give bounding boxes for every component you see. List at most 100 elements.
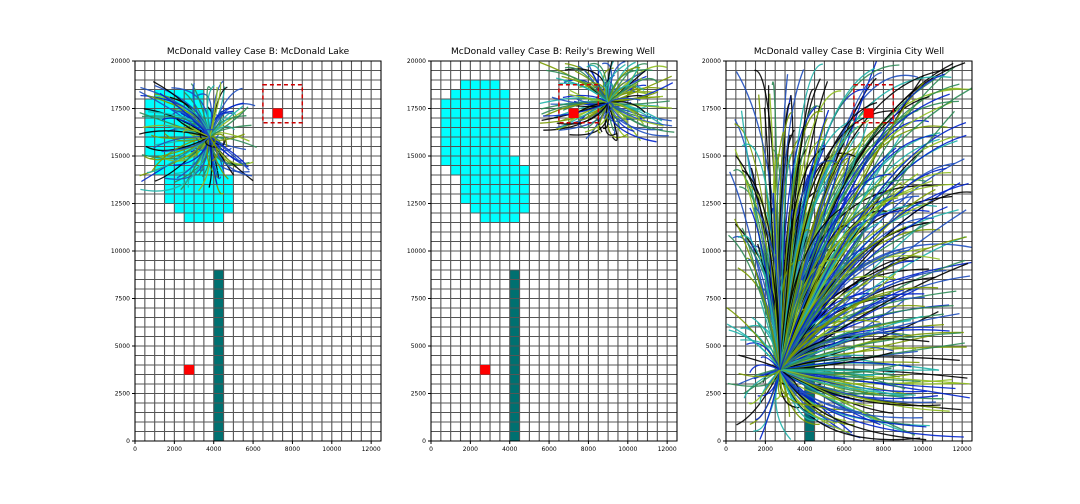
pathline — [209, 124, 252, 138]
x-tick-label: 0 — [429, 446, 433, 453]
pathline — [779, 67, 876, 370]
capture-zone-box — [558, 84, 600, 124]
y-tick-label: 10000 — [702, 248, 721, 255]
lake-block — [154, 89, 204, 99]
pathline — [209, 136, 218, 185]
pathline — [562, 94, 609, 104]
pathline — [564, 66, 609, 104]
pathline — [738, 369, 781, 385]
pathline — [780, 369, 939, 371]
panel-virginia-city-well: McDonald valley Case B: Virginia City We… — [702, 47, 973, 453]
pathline — [779, 350, 818, 371]
y-tick-label: 20000 — [407, 58, 426, 65]
x-tick-label: 12000 — [362, 446, 381, 453]
pathline — [779, 226, 907, 371]
pathline — [759, 369, 781, 404]
pathline — [779, 332, 903, 371]
pathline — [779, 213, 843, 370]
y-tick-label: 17500 — [111, 106, 130, 113]
plot-area: 0 2000 4000 6000 8000 10000 12000 0 2500 5000 7500… — [407, 58, 678, 453]
pathline — [151, 134, 210, 140]
pathline — [759, 369, 781, 440]
pathline — [151, 136, 210, 172]
pathline — [209, 136, 217, 147]
x-tick-label: 2000 — [463, 446, 478, 453]
panel-title: McDonald valley Case B: McDonald Lake — [167, 47, 350, 57]
pathline — [779, 201, 815, 370]
pathline — [209, 136, 247, 166]
pathline — [161, 136, 211, 153]
x-tick-label: 0 — [724, 446, 728, 453]
pathline — [734, 218, 781, 370]
y-tick-label: 15000 — [111, 153, 130, 160]
x-tick-label: 8000 — [876, 446, 891, 453]
pathline — [607, 66, 641, 104]
pathline — [779, 369, 824, 406]
pathline — [779, 275, 971, 371]
pathline — [540, 101, 609, 110]
pathline — [182, 129, 211, 138]
pathline — [728, 234, 781, 370]
pathline — [563, 79, 609, 104]
pathline — [578, 102, 609, 121]
pathline — [736, 369, 781, 426]
y-tick-label: 5000 — [411, 343, 426, 350]
pathline — [607, 84, 645, 104]
panel-title: McDonald valley Case B: Virginia City We… — [754, 47, 944, 57]
pathline — [779, 369, 819, 421]
y-tick-label: 7500 — [706, 296, 721, 303]
pathline — [779, 369, 820, 425]
well-marker — [568, 108, 579, 118]
y-tick-label: 5000 — [706, 343, 721, 350]
pathline — [607, 102, 669, 137]
pathline — [746, 342, 781, 371]
pathline — [604, 102, 618, 136]
y-tick-label: 17500 — [702, 106, 721, 113]
pathline — [749, 364, 781, 374]
panel-mcdonald-lake: McDonald valley Case B: McDonald Lake 0 2… — [111, 47, 382, 453]
pathlines — [726, 61, 972, 441]
pathline — [604, 102, 614, 116]
pathline — [779, 293, 891, 371]
x-tick-label: 10000 — [322, 446, 341, 453]
pathline — [192, 82, 211, 138]
pathline — [779, 356, 960, 371]
x-tick-label: 4000 — [797, 446, 812, 453]
pathline — [779, 162, 956, 371]
pathline — [779, 110, 823, 370]
pathline — [209, 136, 253, 177]
pathline — [607, 97, 641, 104]
pathline — [779, 369, 923, 419]
x-tick-label: 2000 — [167, 446, 182, 453]
y-tick-label: 2500 — [411, 391, 426, 398]
pathline — [741, 169, 781, 370]
y-tick-label: 20000 — [111, 58, 130, 65]
pathline — [607, 102, 664, 127]
pathline — [779, 329, 950, 371]
y-tick-label: 7500 — [115, 296, 130, 303]
well-marker — [863, 108, 874, 118]
pathline — [779, 160, 840, 370]
x-tick-label: 12000 — [658, 446, 677, 453]
pathline — [779, 369, 927, 428]
x-tick-label: 10000 — [913, 446, 932, 453]
x-tick-label: 6000 — [541, 446, 556, 453]
pathline — [209, 136, 218, 162]
pathline — [607, 65, 668, 104]
pathline — [546, 69, 609, 104]
pathline — [779, 234, 864, 371]
pathline — [779, 286, 939, 371]
pathline — [161, 117, 211, 138]
y-tick-label: 12500 — [407, 201, 426, 208]
pathline — [779, 369, 916, 396]
y-tick-label: 12500 — [111, 201, 130, 208]
pathline — [204, 128, 214, 138]
pathline — [780, 369, 835, 374]
pathline — [738, 369, 781, 378]
well-marker — [272, 108, 283, 118]
panel-reilys-brewing-well: McDonald valley Case B: Reily's Brewing … — [407, 47, 678, 453]
pathline — [779, 369, 936, 403]
pathline — [607, 77, 659, 104]
pathline — [779, 73, 945, 371]
pathline — [779, 236, 967, 371]
